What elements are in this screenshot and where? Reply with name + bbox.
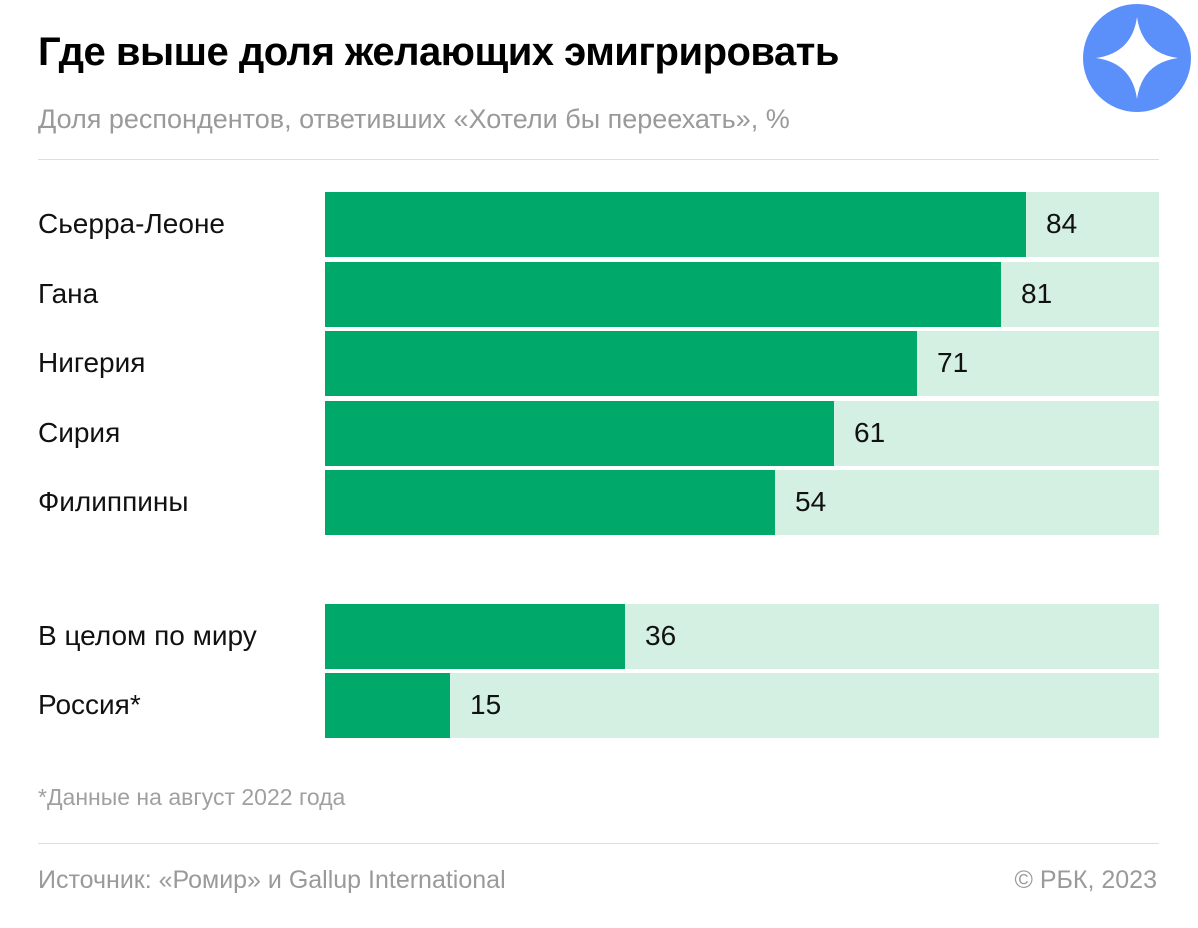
- bar: [325, 470, 775, 535]
- bar: [325, 673, 450, 738]
- category-label: Сьерра-Леоне: [38, 208, 225, 239]
- data-label: 84: [1046, 208, 1078, 239]
- copyright-text: © РБК, 2023: [1014, 866, 1157, 894]
- category-label: Гана: [38, 278, 99, 309]
- top-divider: [38, 159, 1159, 160]
- data-label: 15: [470, 689, 502, 720]
- data-label: 54: [795, 486, 827, 517]
- bar-track: 61: [325, 401, 1159, 466]
- bar: [325, 401, 834, 466]
- bar: [325, 262, 1001, 327]
- bar: [325, 331, 917, 396]
- bar-track: 71: [325, 331, 1159, 396]
- bar-track: 36: [325, 604, 1159, 669]
- data-label: 81: [1021, 278, 1053, 309]
- bar: [325, 604, 625, 669]
- bottom-divider: [38, 843, 1159, 844]
- bar-track: 15: [325, 673, 1159, 738]
- bar-track: 84: [325, 192, 1159, 257]
- data-label: 36: [645, 620, 677, 651]
- category-label: Филиппины: [38, 486, 189, 517]
- chart-title: Где выше доля желающих эмигрировать: [38, 30, 839, 74]
- bar-track: 81: [325, 262, 1159, 327]
- source-text: Источник: «Ромир» и Gallup International: [38, 866, 506, 894]
- footnote: *Данные на август 2022 года: [38, 784, 346, 810]
- category-label: Нигерия: [38, 347, 146, 378]
- star-logo-icon: [1083, 4, 1191, 112]
- category-label: В целом по миру: [38, 620, 257, 651]
- bar-track: 54: [325, 470, 1159, 535]
- category-label: Россия*: [38, 689, 141, 720]
- bar: [325, 192, 1026, 257]
- data-label: 61: [854, 417, 886, 448]
- data-label: 71: [937, 347, 969, 378]
- category-label: Сирия: [38, 417, 121, 448]
- chart-subtitle: Доля респондентов, ответивших «Хотели бы…: [38, 104, 790, 134]
